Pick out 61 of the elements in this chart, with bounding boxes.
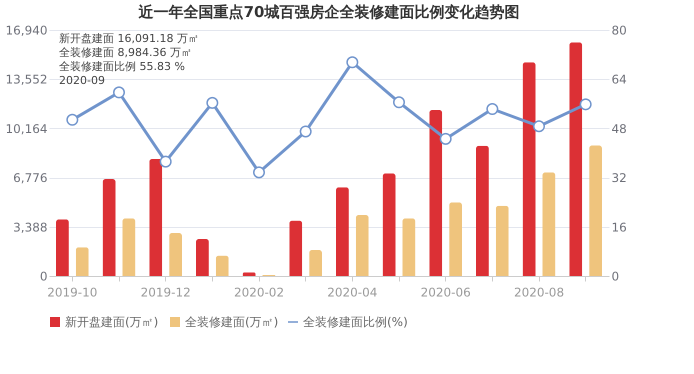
- bar: [149, 158, 162, 276]
- y-tick-label: 3,388: [13, 220, 48, 234]
- bar: [76, 247, 89, 276]
- bar: [309, 250, 322, 276]
- y-tick-label: 13,552: [6, 72, 48, 87]
- bar: [356, 215, 369, 276]
- point: [533, 120, 545, 132]
- bar: [402, 218, 416, 276]
- x-tick-label: 2020-02: [234, 286, 284, 300]
- legend-label: 全装修建面(万㎡): [185, 315, 278, 329]
- bar: [449, 202, 462, 276]
- bar: [242, 272, 256, 276]
- y-tick-label: 6,776: [13, 171, 48, 186]
- y-tick-label: 10,164: [6, 122, 48, 136]
- legend-label: 全装修建面比例(%): [303, 315, 408, 329]
- bar: [542, 172, 556, 276]
- bar: [522, 62, 536, 276]
- bar: [102, 178, 116, 276]
- point: [300, 125, 312, 138]
- y2-tick-label: 64: [612, 72, 627, 87]
- x-tick-label: 2019-10: [47, 286, 98, 300]
- y-tick-label: 16,940: [6, 24, 48, 38]
- x-tick-label: 2020-04: [327, 286, 378, 300]
- legend-label: 新开盘建面(万㎡): [65, 315, 158, 329]
- bar: [589, 146, 602, 276]
- chart-title: 近一年全国重点70城百强房企全装修建面比例变化趋势图: [138, 3, 520, 21]
- x-tick-label: 2020-08: [514, 286, 564, 300]
- annotation: 全装修建面比例 55.83 %: [59, 60, 185, 73]
- annotation: 2020-09: [59, 74, 105, 87]
- bar: [122, 218, 136, 276]
- annotation: 新开盘建面 16,091.18 万㎡: [59, 32, 199, 45]
- bar: [56, 219, 69, 276]
- bar: [382, 173, 396, 276]
- point: [486, 103, 498, 116]
- y2-tick-label: 48: [612, 122, 627, 136]
- y2-tick-label: 16: [612, 220, 627, 234]
- annotation: 全装修建面 8,984.36 万㎡: [59, 46, 192, 59]
- point: [346, 56, 358, 68]
- bar: [336, 187, 349, 276]
- bar: [216, 256, 229, 276]
- point: [206, 96, 218, 109]
- bar: [429, 110, 442, 276]
- bar: [569, 42, 582, 276]
- y2-tick-label: 80: [612, 24, 627, 38]
- x-tick-label: 2020-06: [420, 286, 471, 300]
- y2-tick-label: 32: [612, 171, 627, 186]
- y2-tick-label: 0: [612, 270, 620, 284]
- y-tick-label: 0: [40, 270, 48, 284]
- bar: [169, 233, 182, 276]
- point: [66, 114, 78, 126]
- point: [253, 166, 265, 178]
- point: [160, 156, 172, 168]
- point: [113, 86, 125, 98]
- x-tick-label: 2019-12: [140, 286, 191, 300]
- bar: [496, 206, 509, 276]
- bar: [476, 146, 489, 276]
- bar: [196, 238, 209, 276]
- bar: [289, 220, 302, 276]
- point: [393, 96, 405, 108]
- point: [580, 98, 592, 110]
- point: [440, 132, 452, 145]
